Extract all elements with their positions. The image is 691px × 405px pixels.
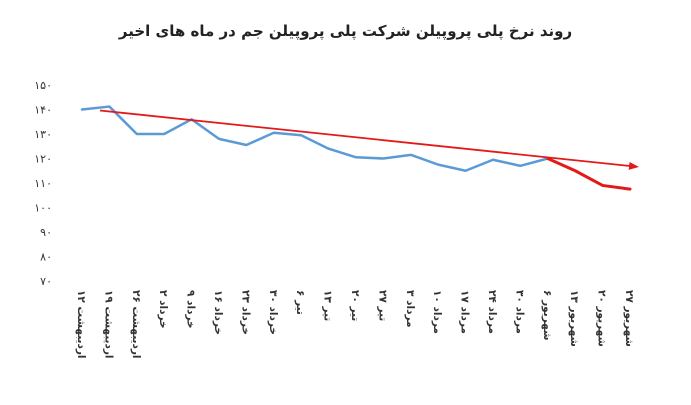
x-tick-label: ۳۰ مرداد [513,290,525,334]
y-tick-label: ۸۰ [40,251,52,264]
y-tick-label: ۱۵۰ [34,79,52,92]
x-tick-label: ۲۷ تیر [376,290,388,321]
x-tick-label: ۳۰ خرداد [267,290,279,335]
chart-title: روند نرخ پلی پروپیلن شرکت پلی پروپیلن جم… [118,22,573,40]
x-tick-label: ۱۲ اردیبهشت [75,290,87,358]
x-tick-label: ۲۰ تیر [349,290,361,321]
x-tick-label: ۲۰ شهریور [596,290,608,347]
x-tick-label: ۲۴ مرداد [486,290,498,334]
x-tick-label: ۱۳ تیر [322,290,334,321]
y-tick-label: ۱۱۰ [34,177,52,190]
x-tick-label: ۱۰ مرداد [431,290,443,334]
x-tick-label: ۱۳ شهریور [568,290,580,347]
y-tick-label: ۹۰ [40,226,52,239]
x-tick-label: ۶ تیر [294,290,306,315]
x-tick-label: ۶ شهریور [541,290,553,340]
series-line [546,157,632,191]
x-axis-ticks: ۱۲ اردیبهشت ۱۹ اردیبهشت ۲۶ اردیبهشت ۲ خرداد… [75,290,635,358]
x-tick-label: ۱۷ مرداد [459,290,471,334]
x-tick-label: ۲ خرداد [157,290,169,329]
x-tick-label: ۱۶ خرداد [212,290,224,335]
y-tick-label: ۱۲۰ [34,153,52,166]
y-tick-label: ۱۰۰ [34,202,52,215]
x-tick-label: ۲۶ اردیبهشت [130,290,142,358]
series-layer [80,105,639,191]
x-tick-label: ۳ مرداد [404,290,416,328]
x-tick-label: ۱۹ اردیبهشت [102,290,114,358]
x-tick-label: ۲۳ خرداد [239,290,251,335]
y-tick-label: ۷۰ [40,275,52,288]
x-tick-label: ۲۷ شهریور [623,290,635,347]
x-tick-label: ۹ خرداد [185,290,197,329]
y-tick-label: ۱۴۰ [34,104,52,117]
trend-arrow [99,109,639,170]
y-tick-label: ۱۳۰ [34,128,52,141]
series-line [80,105,550,172]
y-axis-ticks: ۷۰ ۸۰ ۹۰ ۱۰۰ ۱۱۰ ۱۲۰ ۱۳۰ ۱۴۰ ۱۵۰ [34,79,52,288]
